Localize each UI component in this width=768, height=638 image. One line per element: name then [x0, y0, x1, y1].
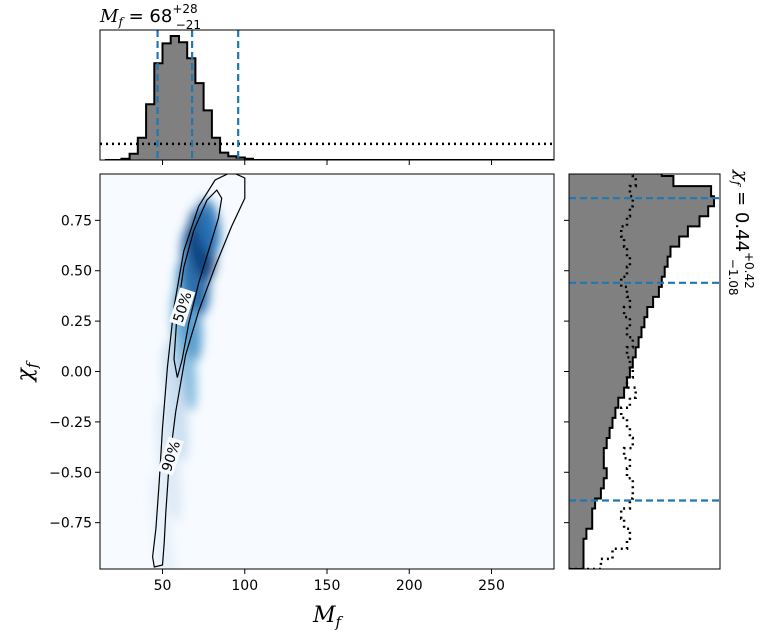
mf-title: Mf = 68+28 −21 — [99, 2, 201, 32]
y-tick-label: 0.00 — [61, 365, 92, 381]
density-blob — [162, 341, 189, 462]
contour-90 — [151, 174, 246, 568]
x-tick-label: 50 — [154, 578, 172, 594]
x-axis-ticks: 50 100 150 200 250 — [154, 569, 505, 594]
y-tick-label: 0.50 — [61, 264, 92, 280]
density-blob — [149, 472, 176, 569]
x-tick-label: 200 — [396, 578, 423, 594]
y-tick-label: 0.75 — [61, 213, 92, 229]
top-panel-frame — [99, 29, 555, 161]
x-tick-label: 100 — [231, 578, 258, 594]
right-quantile-lines — [569, 197, 720, 502]
right-prior-line — [569, 174, 637, 569]
y-tick-label: −0.50 — [49, 465, 92, 481]
right-histogram-outline — [569, 174, 715, 569]
right-marginal-panel: χf = 0.44+0.42−1.08 — [564, 168, 756, 570]
right-ticks — [564, 219, 569, 524]
top-histogram-fill — [104, 36, 554, 160]
y-axis-ticks: −0.75 −0.50 −0.25 0.00 0.25 0.50 0.75 — [49, 213, 100, 532]
y-tick-label: −0.75 — [49, 516, 92, 532]
joint-panel-frame — [99, 173, 555, 570]
right-panel-frame — [568, 173, 721, 570]
y-tick-label: 0.25 — [61, 314, 92, 330]
y-tick-label: −0.25 — [49, 415, 92, 431]
x-tick-label: 250 — [478, 578, 505, 594]
contour-label-bg — [169, 287, 196, 327]
credible-contours — [151, 174, 246, 568]
chi-title: χf = 0.44+0.42−1.08 — [726, 168, 756, 296]
top-ticks — [162, 160, 492, 165]
top-marginal-panel: Mf = 68+28 −21 — [99, 2, 555, 165]
y-axis-label: χf — [13, 360, 41, 383]
density-blob — [196, 198, 221, 255]
joint-panel: 50%90% 50 100 150 200 250 −0.75−0.50−0.250.0… — [13, 173, 555, 631]
right-histogram-fill — [569, 174, 714, 569]
contour-label-bg — [157, 436, 184, 476]
x-tick-label: 150 — [314, 578, 341, 594]
x-axis-label: Mf — [312, 603, 344, 631]
contour-50 — [173, 189, 223, 378]
